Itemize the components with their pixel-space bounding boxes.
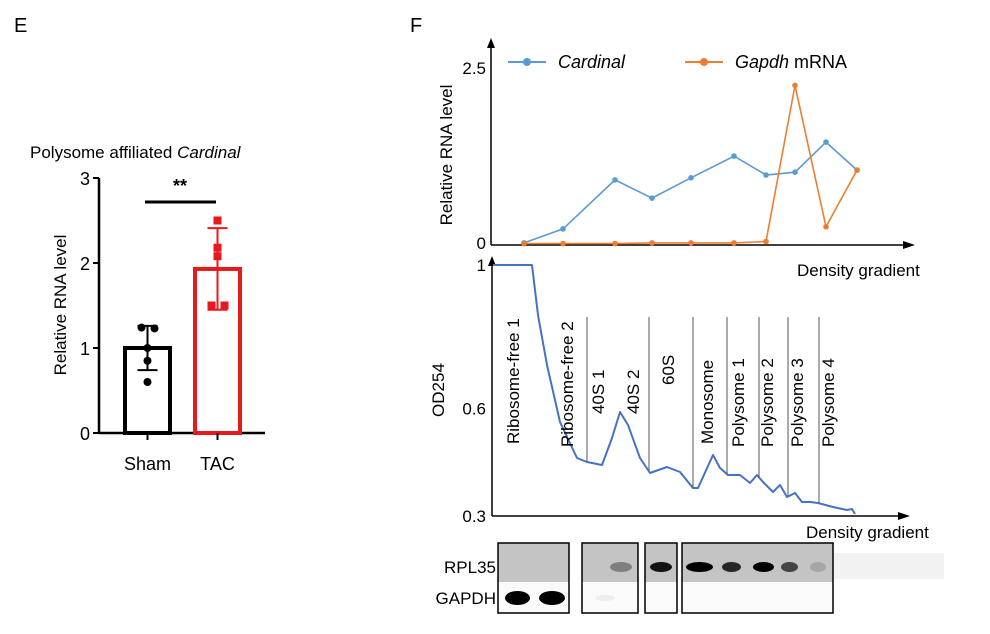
x-axis-arrow bbox=[898, 512, 910, 520]
rpl35-band bbox=[650, 562, 672, 572]
series-point-gapdh bbox=[823, 224, 829, 230]
line-chart-rna: Relative RNA level Density gradient 0 2.5… bbox=[437, 38, 920, 280]
x-tick-label: TAC bbox=[200, 454, 235, 474]
data-point bbox=[213, 243, 222, 252]
data-point bbox=[213, 216, 222, 225]
series-line-gapdh bbox=[524, 85, 858, 245]
data-point bbox=[220, 301, 229, 310]
series-point-cardinal bbox=[823, 139, 829, 145]
series-point-gapdh bbox=[688, 240, 694, 246]
rpl35-band bbox=[610, 562, 632, 572]
series-point-cardinal bbox=[649, 195, 655, 201]
blot-faint-area bbox=[834, 553, 944, 579]
fraction-label: 60S bbox=[659, 355, 678, 385]
gapdh-membrane bbox=[682, 582, 833, 613]
y-tick-label: 2.5 bbox=[462, 59, 486, 78]
panel-label-e: E bbox=[14, 15, 27, 37]
blot-frame bbox=[644, 542, 678, 614]
fraction-label: Polysome 1 bbox=[729, 358, 748, 447]
blot-label-rpl35: RPL35 bbox=[444, 558, 496, 577]
y-axis-arrow bbox=[488, 256, 496, 266]
fraction-label: 40S 1 bbox=[589, 370, 608, 414]
rpl35-band bbox=[722, 562, 741, 572]
blot-frame bbox=[581, 542, 639, 614]
series-point-cardinal bbox=[688, 175, 694, 181]
y-axis-arrow bbox=[487, 38, 495, 48]
blot-label-gapdh: GAPDH bbox=[436, 589, 496, 608]
series-point-cardinal bbox=[792, 169, 798, 175]
series-point-gapdh bbox=[560, 240, 566, 247]
fraction-label: Polysome 3 bbox=[788, 358, 807, 447]
rpl35-membrane bbox=[682, 543, 833, 582]
legend-label-cardinal: Cardinal bbox=[558, 52, 626, 72]
series-point-gapdh bbox=[521, 240, 527, 247]
fraction-label: Ribosome-free 1 bbox=[504, 318, 523, 444]
rpl35-band bbox=[810, 562, 826, 572]
series-point-gapdh bbox=[854, 167, 860, 173]
data-point bbox=[143, 378, 152, 386]
series-point-cardinal bbox=[731, 153, 737, 159]
fraction-label: Polysome 4 bbox=[819, 358, 838, 447]
rpl35-membrane bbox=[582, 543, 638, 582]
gapdh-band bbox=[595, 595, 615, 601]
series-point-gapdh bbox=[792, 82, 798, 89]
western-blot: RPL35 GAPDH bbox=[436, 542, 944, 614]
y-tick-label: 2 bbox=[80, 254, 90, 274]
fraction-label: Ribosome-free 2 bbox=[558, 321, 577, 447]
series-point-cardinal bbox=[763, 172, 769, 178]
legend-marker-gapdh bbox=[700, 58, 708, 66]
od-ylabel: OD254 bbox=[429, 363, 448, 417]
od-trace bbox=[493, 264, 856, 515]
blot-frame bbox=[681, 542, 834, 614]
gapdh-membrane bbox=[645, 582, 677, 613]
fraction-label: Monosome bbox=[698, 360, 717, 444]
gapdh-membrane bbox=[582, 582, 638, 613]
data-point bbox=[150, 324, 159, 333]
series-point-gapdh bbox=[731, 240, 737, 246]
rpl35-membrane bbox=[498, 543, 569, 582]
y-tick-label: 1 bbox=[80, 339, 90, 359]
data-point bbox=[213, 252, 222, 261]
series-point-gapdh bbox=[649, 240, 655, 246]
y-tick-label: 0 bbox=[80, 424, 90, 444]
gapdh-band bbox=[505, 591, 530, 605]
x-tick-label: Sham bbox=[124, 454, 171, 474]
series-point-gapdh bbox=[763, 238, 769, 245]
data-point bbox=[143, 344, 152, 352]
y-tick-label: 1 bbox=[477, 256, 486, 275]
chart-e-title: Polysome affiliated Cardinal bbox=[30, 143, 242, 162]
x-axis-arrow bbox=[903, 241, 915, 249]
panel-label-f: F bbox=[410, 15, 422, 37]
data-point bbox=[143, 356, 152, 365]
series-point-cardinal bbox=[612, 177, 618, 183]
fraction-label: 40S 2 bbox=[624, 370, 643, 414]
y-tick-label: 0.6 bbox=[462, 399, 486, 418]
data-point bbox=[137, 323, 146, 332]
y-tick-label: 0.3 bbox=[462, 507, 486, 526]
gapdh-band bbox=[539, 591, 565, 605]
y-tick-label: 3 bbox=[80, 169, 90, 189]
series-point-gapdh bbox=[612, 240, 618, 247]
rpl35-band bbox=[686, 562, 713, 572]
chart-f-ylabel: Relative RNA level bbox=[437, 85, 456, 226]
y-tick-label: 0 bbox=[477, 234, 486, 253]
od-xlabel: Density gradient bbox=[806, 523, 929, 542]
legend-label-gapdh: Gapdh mRNA bbox=[735, 52, 847, 72]
legend-marker-cardinal bbox=[523, 58, 531, 66]
series-line-cardinal bbox=[523, 141, 858, 244]
chart-e-ylabel: Relative RNA level bbox=[51, 235, 70, 376]
rpl35-band bbox=[753, 562, 774, 572]
bar-chart-e: Polysome affiliated Cardinal Relative RN… bbox=[30, 143, 265, 474]
series-point-cardinal bbox=[560, 226, 566, 232]
chart-f-xlabel: Density gradient bbox=[797, 261, 920, 280]
rpl35-band bbox=[781, 562, 798, 572]
significance-label: ** bbox=[173, 176, 187, 196]
fraction-label: Polysome 2 bbox=[758, 358, 777, 447]
blot-frame bbox=[497, 542, 570, 614]
data-point bbox=[207, 301, 216, 310]
od-profile-chart: OD254 Density gradient 0.3 0.6 1 Ribosome-f… bbox=[429, 256, 929, 542]
